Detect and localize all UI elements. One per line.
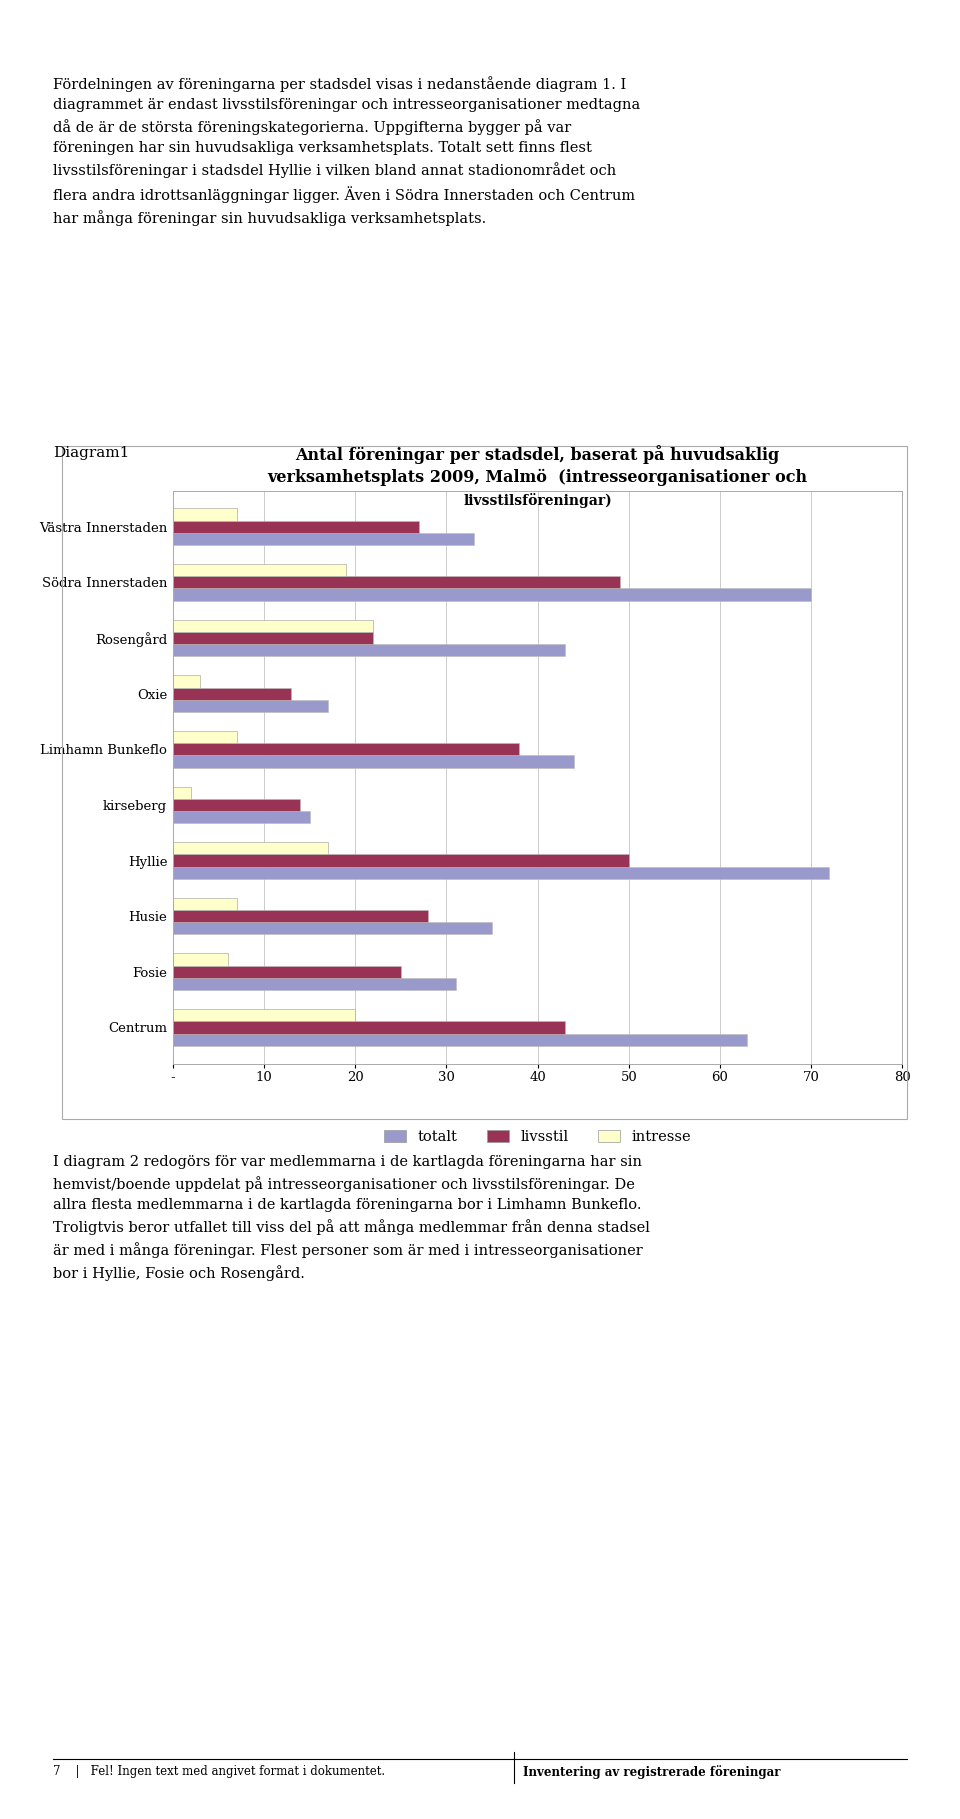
Bar xyxy=(173,786,191,799)
Bar xyxy=(173,508,236,520)
Bar xyxy=(173,631,373,644)
Bar xyxy=(173,979,455,990)
Bar xyxy=(173,644,564,657)
Bar xyxy=(173,744,519,755)
Bar xyxy=(173,533,474,546)
Bar xyxy=(173,922,492,935)
Text: Fördelningen av föreningarna per stadsdel visas i nedanstående diagram 1. I
diag: Fördelningen av föreningarna per stadsde… xyxy=(53,76,640,226)
Bar xyxy=(173,1020,564,1033)
Bar xyxy=(173,855,629,866)
Bar xyxy=(173,953,228,966)
Bar xyxy=(173,688,292,700)
Text: Inventering av registrerade föreningar: Inventering av registrerade föreningar xyxy=(523,1764,780,1779)
Text: Antal föreningar per stadsdel, baserat på huvudsaklig: Antal föreningar per stadsdel, baserat p… xyxy=(296,446,780,464)
Bar xyxy=(173,866,829,879)
Bar xyxy=(173,966,401,979)
Bar xyxy=(173,799,300,811)
Bar xyxy=(173,620,373,631)
Bar xyxy=(173,577,620,589)
Bar xyxy=(173,700,328,711)
Bar xyxy=(173,675,200,688)
Bar xyxy=(173,899,236,910)
Legend: totalt, livsstil, intresse: totalt, livsstil, intresse xyxy=(380,1126,695,1148)
Bar xyxy=(173,1010,355,1020)
Bar xyxy=(173,811,309,824)
Bar xyxy=(173,1033,747,1046)
Bar xyxy=(173,520,419,533)
Bar xyxy=(173,564,347,577)
Text: 7    |   Fel! Ingen text med angivet format i dokumentet.: 7 | Fel! Ingen text med angivet format i… xyxy=(53,1764,385,1779)
Bar xyxy=(173,755,574,768)
Bar xyxy=(173,589,811,600)
Text: verksamhetsplats 2009, Malmö  (intresseorganisationer och: verksamhetsplats 2009, Malmö (intresseor… xyxy=(268,469,807,486)
Text: livsstilsföreningar): livsstilsföreningar) xyxy=(464,493,612,508)
Bar xyxy=(173,910,428,922)
Text: Diagram1: Diagram1 xyxy=(53,446,130,460)
Bar xyxy=(173,731,236,744)
Text: I diagram 2 redogörs för var medlemmarna i de kartlagda föreningarna har sin
hem: I diagram 2 redogörs för var medlemmarna… xyxy=(53,1155,650,1281)
Bar xyxy=(173,842,328,855)
